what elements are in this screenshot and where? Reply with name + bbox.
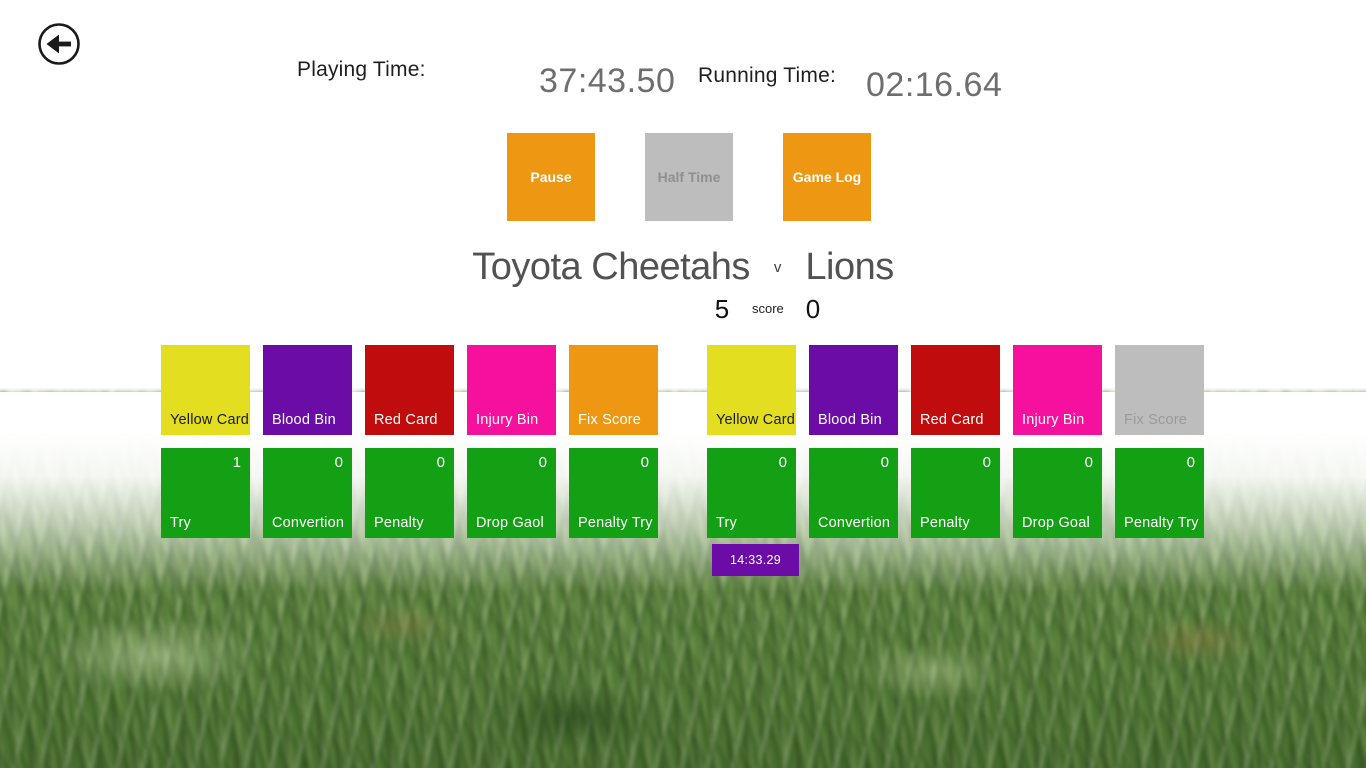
away-red-card-tile[interactable]: Red Card xyxy=(911,345,1000,435)
tile-label: Try xyxy=(716,515,737,531)
away-try-tile[interactable]: 0 Try xyxy=(707,448,796,538)
score-label: score xyxy=(752,301,784,316)
home-penalty-try-tile[interactable]: 0 Penalty Try xyxy=(569,448,658,538)
away-drop-goal-tile[interactable]: 0 Drop Goal xyxy=(1013,448,1102,538)
home-tile-grid: Yellow Card Blood Bin Red Card Injury Bi… xyxy=(161,345,658,538)
playing-time-value: 37:43.50 xyxy=(539,62,676,100)
half-time-button[interactable]: Half Time xyxy=(645,133,733,221)
tile-label: Blood Bin xyxy=(272,412,336,428)
away-penalty-tile[interactable]: 0 Penalty xyxy=(911,448,1000,538)
away-fix-score-tile[interactable]: Fix Score xyxy=(1115,345,1204,435)
tile-label: Penalty Try xyxy=(1124,515,1199,531)
tile-label: Red Card xyxy=(374,412,438,428)
tile-label: Fix Score xyxy=(578,412,642,428)
pause-button[interactable]: Pause xyxy=(507,133,595,221)
tile-label: Convertion xyxy=(272,515,345,531)
tile-label: Red Card xyxy=(920,412,984,428)
tile-count: 0 xyxy=(1084,454,1093,471)
home-team-name: Toyota Cheetahs xyxy=(472,246,750,288)
away-yellow-card-tile[interactable]: Yellow Card xyxy=(707,345,796,435)
tile-label: Penalty Try xyxy=(578,515,653,531)
tile-label: Blood Bin xyxy=(818,412,882,428)
running-time-value: 02:16.64 xyxy=(866,66,1003,104)
tile-count: 0 xyxy=(778,454,787,471)
tile-count: 0 xyxy=(640,454,649,471)
versus-label: v xyxy=(773,259,782,276)
away-convertion-tile[interactable]: 0 Convertion xyxy=(809,448,898,538)
home-yellow-card-tile[interactable]: Yellow Card xyxy=(161,345,250,435)
away-team-name: Lions xyxy=(805,246,894,288)
game-log-button[interactable]: Game Log xyxy=(783,133,871,221)
tile-label: Injury Bin xyxy=(1022,412,1085,428)
home-convertion-tile[interactable]: 0 Convertion xyxy=(263,448,352,538)
home-try-tile[interactable]: 1 Try xyxy=(161,448,250,538)
tile-label: Convertion xyxy=(818,515,891,531)
tile-count: 1 xyxy=(232,454,241,471)
tile-label: Penalty xyxy=(374,515,424,531)
away-score-value: 0 xyxy=(805,294,821,324)
running-time-label: Running Time: xyxy=(698,64,837,87)
home-drop-goal-tile[interactable]: 0 Drop Gaol xyxy=(467,448,556,538)
tile-count: 0 xyxy=(334,454,343,471)
tile-label: Drop Gaol xyxy=(476,515,544,531)
away-tile-grid: Yellow Card Blood Bin Red Card Injury Bi… xyxy=(707,345,1204,538)
tile-count: 0 xyxy=(1186,454,1195,471)
tile-label: Drop Goal xyxy=(1022,515,1090,531)
tile-count: 0 xyxy=(538,454,547,471)
playing-time-label: Playing Time: xyxy=(297,58,426,81)
tile-label: Fix Score xyxy=(1124,412,1188,428)
home-score-value: 5 xyxy=(714,294,730,324)
home-penalty-tile[interactable]: 0 Penalty xyxy=(365,448,454,538)
tile-count: 0 xyxy=(982,454,991,471)
tile-count: 0 xyxy=(880,454,889,471)
home-fix-score-tile[interactable]: Fix Score xyxy=(569,345,658,435)
tile-label: Try xyxy=(170,515,191,531)
tile-label: Yellow Card xyxy=(716,412,796,428)
away-injury-bin-tile[interactable]: Injury Bin xyxy=(1013,345,1102,435)
matchup-title: Toyota Cheetahs v Lions xyxy=(0,246,1366,290)
back-button[interactable] xyxy=(37,22,81,66)
event-time-tile[interactable]: 14:33.29 xyxy=(712,544,799,576)
back-arrow-icon xyxy=(37,23,81,69)
tile-label: Injury Bin xyxy=(476,412,539,428)
tile-count: 0 xyxy=(436,454,445,471)
tile-label: Yellow Card xyxy=(170,412,250,428)
away-penalty-try-tile[interactable]: 0 Penalty Try xyxy=(1115,448,1204,538)
home-red-card-tile[interactable]: Red Card xyxy=(365,345,454,435)
home-blood-bin-tile[interactable]: Blood Bin xyxy=(263,345,352,435)
tile-label: Penalty xyxy=(920,515,970,531)
away-blood-bin-tile[interactable]: Blood Bin xyxy=(809,345,898,435)
home-injury-bin-tile[interactable]: Injury Bin xyxy=(467,345,556,435)
